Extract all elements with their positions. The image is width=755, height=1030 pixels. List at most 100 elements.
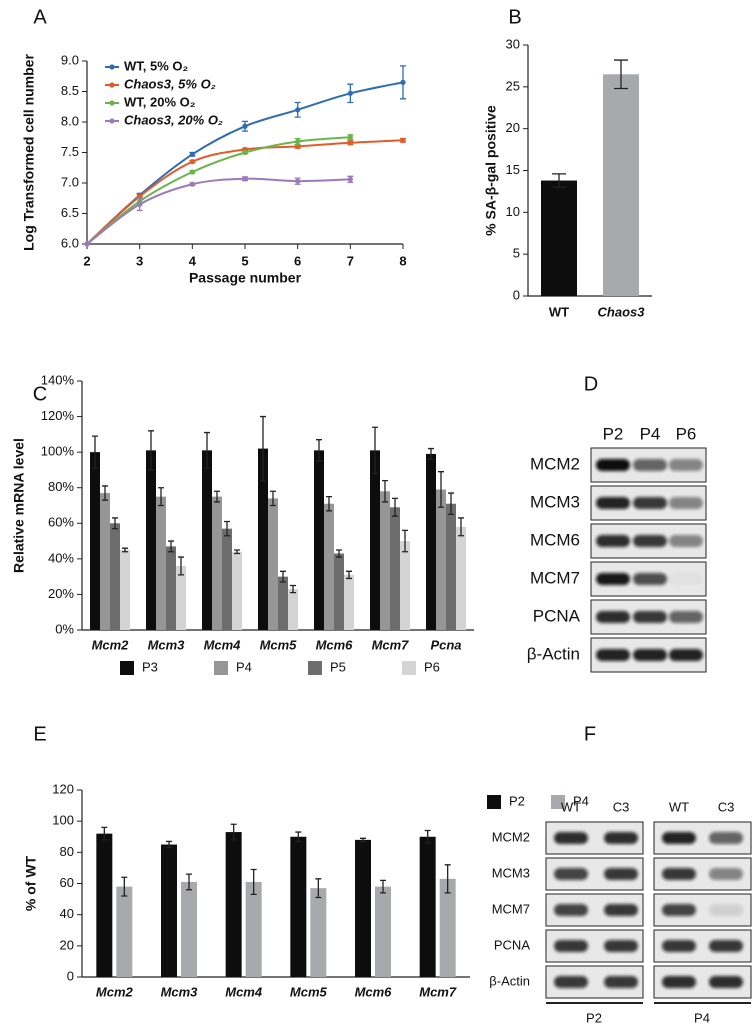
blot-band bbox=[662, 976, 696, 988]
blot-band bbox=[604, 940, 638, 952]
error-bar bbox=[382, 479, 388, 503]
error-bar bbox=[234, 549, 240, 555]
error-bar bbox=[614, 59, 628, 90]
y-tick-label: 40 bbox=[60, 906, 74, 921]
blot-band bbox=[596, 649, 630, 661]
blot-band bbox=[604, 868, 638, 880]
error-bar bbox=[458, 517, 464, 537]
blot-band bbox=[554, 832, 588, 844]
blot-band bbox=[554, 868, 588, 880]
legend-label: P5 bbox=[330, 659, 346, 674]
error-bar bbox=[392, 497, 398, 517]
legend-label: P4 bbox=[573, 793, 589, 808]
blot-band bbox=[596, 611, 630, 623]
x-tick-label: Mcm3 bbox=[161, 984, 199, 999]
group-label: P4 bbox=[694, 1010, 710, 1025]
error-bar bbox=[336, 549, 342, 558]
legend-label: WT, 20% O₂ bbox=[124, 94, 196, 109]
point bbox=[84, 241, 90, 247]
blot-band bbox=[709, 832, 743, 844]
error-bar bbox=[158, 487, 164, 507]
row-label: MCM3 bbox=[530, 492, 580, 511]
blot-band bbox=[596, 459, 630, 471]
blot-band bbox=[669, 649, 703, 661]
bar bbox=[334, 553, 344, 630]
point bbox=[347, 90, 353, 96]
blot-band bbox=[669, 611, 703, 623]
y-tick-label: 7.0 bbox=[61, 174, 79, 189]
error-bar bbox=[448, 492, 454, 516]
point bbox=[242, 123, 248, 129]
bar bbox=[288, 589, 298, 630]
row-label: MCM6 bbox=[530, 530, 580, 549]
error-bar bbox=[214, 490, 220, 503]
bar bbox=[370, 450, 380, 630]
bar bbox=[116, 886, 133, 977]
error-bar bbox=[112, 517, 118, 530]
error-bar bbox=[438, 471, 444, 508]
lane-label: P2 bbox=[603, 424, 624, 443]
error-bar bbox=[428, 447, 434, 460]
x-tick-label: 4 bbox=[189, 253, 197, 268]
error-bar bbox=[326, 495, 332, 512]
y-tick-label: 100 bbox=[52, 813, 74, 828]
point bbox=[189, 151, 195, 157]
lane-label: WT bbox=[669, 799, 689, 814]
y-tick-label: 30 bbox=[506, 36, 520, 51]
bar bbox=[90, 452, 100, 630]
error-bar bbox=[380, 879, 386, 894]
legend-label: P6 bbox=[424, 659, 440, 674]
y-tick-label: 60 bbox=[60, 875, 74, 890]
x-tick-label: 7 bbox=[347, 253, 354, 268]
bar bbox=[380, 491, 390, 630]
error-bar bbox=[444, 864, 451, 894]
bar bbox=[110, 523, 120, 630]
legend-label: P4 bbox=[236, 659, 252, 674]
legend-swatch bbox=[551, 795, 565, 809]
y-tick-label: 100% bbox=[41, 444, 75, 459]
row-label: PCNA bbox=[533, 606, 581, 625]
error-bar bbox=[250, 868, 257, 896]
bar bbox=[278, 576, 288, 630]
bar bbox=[456, 526, 466, 630]
bar bbox=[541, 180, 577, 296]
legend-label: P2 bbox=[509, 793, 525, 808]
point bbox=[400, 79, 406, 85]
bar bbox=[290, 836, 307, 977]
x-tick-label: 3 bbox=[136, 253, 143, 268]
bar bbox=[181, 881, 197, 977]
bar bbox=[245, 881, 262, 977]
y-tick-label: 7.5 bbox=[61, 144, 79, 159]
x-tick-label: Chaos3 bbox=[598, 304, 646, 319]
lane-label: P4 bbox=[640, 424, 661, 443]
legend-swatch bbox=[402, 661, 416, 675]
legend-marker bbox=[109, 82, 115, 88]
bar bbox=[390, 507, 400, 630]
bar bbox=[446, 503, 456, 630]
y-tick-label: 6.5 bbox=[61, 205, 79, 220]
y-tick-label: 6.0 bbox=[61, 235, 79, 250]
legend-marker bbox=[109, 64, 115, 70]
x-tick-label: 6 bbox=[294, 253, 301, 268]
point bbox=[347, 176, 353, 182]
error-bar bbox=[224, 520, 230, 537]
y-tick-label: 20% bbox=[48, 586, 74, 601]
y-axis-label: Log Transformed cell number bbox=[21, 54, 37, 251]
blot-band bbox=[709, 904, 743, 916]
bar bbox=[603, 74, 639, 297]
error-bar bbox=[122, 547, 128, 553]
legend-label: Chaos3, 20% O₂ bbox=[124, 112, 223, 127]
legend-label: WT, 5% O₂ bbox=[124, 58, 189, 73]
x-tick-label: Mcm3 bbox=[148, 637, 186, 652]
error-bar bbox=[270, 490, 276, 507]
blot-band bbox=[662, 904, 696, 916]
legend-swatch bbox=[214, 661, 228, 675]
panel-letter: A bbox=[33, 6, 47, 28]
error-bar bbox=[186, 873, 192, 891]
x-tick-label: Mcm5 bbox=[290, 984, 328, 999]
error-bar bbox=[121, 876, 128, 897]
error-bar bbox=[102, 485, 108, 501]
error-bar bbox=[260, 415, 266, 482]
blot-band bbox=[633, 649, 667, 661]
panel-letter: E bbox=[33, 723, 46, 745]
